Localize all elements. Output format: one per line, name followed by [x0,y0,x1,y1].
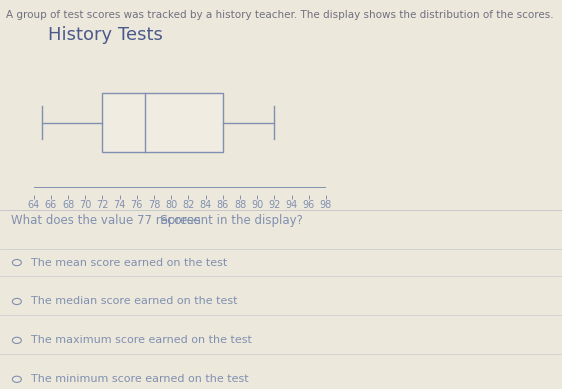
Text: History Tests: History Tests [48,26,163,44]
X-axis label: Scores: Scores [159,214,201,227]
Text: The maximum score earned on the test: The maximum score earned on the test [31,335,252,345]
Text: The mean score earned on the test: The mean score earned on the test [31,258,227,268]
Text: The median score earned on the test: The median score earned on the test [31,296,237,307]
Text: The minimum score earned on the test: The minimum score earned on the test [31,374,248,384]
Bar [102,93,223,152]
Text: What does the value 77 represent in the display?: What does the value 77 represent in the … [11,214,303,227]
Text: A group of test scores was tracked by a history teacher. The display shows the d: A group of test scores was tracked by a … [6,10,553,20]
